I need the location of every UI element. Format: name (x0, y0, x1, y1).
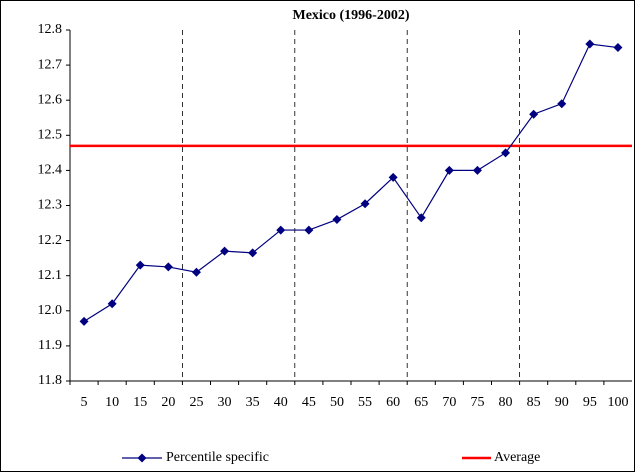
marker (416, 213, 426, 223)
marker (248, 248, 258, 258)
x-tick-label: 95 (583, 395, 597, 410)
marker (332, 215, 342, 225)
x-tick-label: 85 (527, 395, 541, 410)
y-tick-label: 12.4 (38, 163, 63, 178)
y-tick-label: 12.3 (38, 198, 63, 213)
marker (501, 148, 511, 158)
y-tick-label: 12.6 (38, 92, 63, 107)
x-tick-label: 20 (161, 395, 175, 410)
x-tick-label: 75 (470, 395, 484, 410)
legend-label: Average (494, 450, 540, 465)
x-tick-label: 70 (442, 395, 456, 410)
y-tick-label: 12.2 (38, 233, 63, 248)
marker (472, 165, 482, 175)
x-tick-label: 15 (133, 395, 147, 410)
x-tick-label: 90 (555, 395, 569, 410)
y-tick-label: 12.5 (38, 128, 63, 143)
x-tick-label: 30 (218, 395, 232, 410)
marker (585, 39, 595, 49)
x-tick-label: 25 (189, 395, 203, 410)
marker (135, 260, 145, 270)
marker (137, 453, 147, 463)
marker (276, 225, 286, 235)
marker (163, 262, 173, 272)
marker (191, 267, 201, 277)
x-tick-label: 35 (246, 395, 260, 410)
marker (613, 43, 623, 53)
x-tick-label: 45 (302, 395, 316, 410)
y-tick-label: 12.0 (38, 303, 63, 318)
y-tick-label: 12.7 (38, 57, 63, 72)
x-tick-label: 100 (607, 395, 628, 410)
marker (360, 199, 370, 209)
marker (388, 172, 398, 182)
marker (79, 316, 89, 326)
x-tick-label: 40 (274, 395, 288, 410)
x-tick-label: 5 (81, 395, 88, 410)
marker (529, 109, 539, 119)
y-tick-label: 12.1 (38, 268, 63, 283)
x-tick-label: 60 (386, 395, 400, 410)
marker (107, 299, 117, 309)
marker (304, 225, 314, 235)
x-tick-label: 65 (414, 395, 428, 410)
chart-title: Mexico (1996-2002) (292, 8, 409, 23)
x-tick-label: 55 (358, 395, 372, 410)
y-tick-label: 11.8 (38, 373, 62, 388)
x-tick-label: 80 (499, 395, 513, 410)
legend-label: Percentile specific (166, 450, 269, 465)
marker (444, 165, 454, 175)
x-tick-label: 10 (105, 395, 119, 410)
marker (557, 99, 567, 109)
y-tick-label: 11.9 (38, 338, 62, 353)
x-tick-label: 50 (330, 395, 344, 410)
series-line (83, 43, 619, 322)
marker (220, 246, 230, 256)
y-tick-label: 12.8 (38, 22, 63, 37)
